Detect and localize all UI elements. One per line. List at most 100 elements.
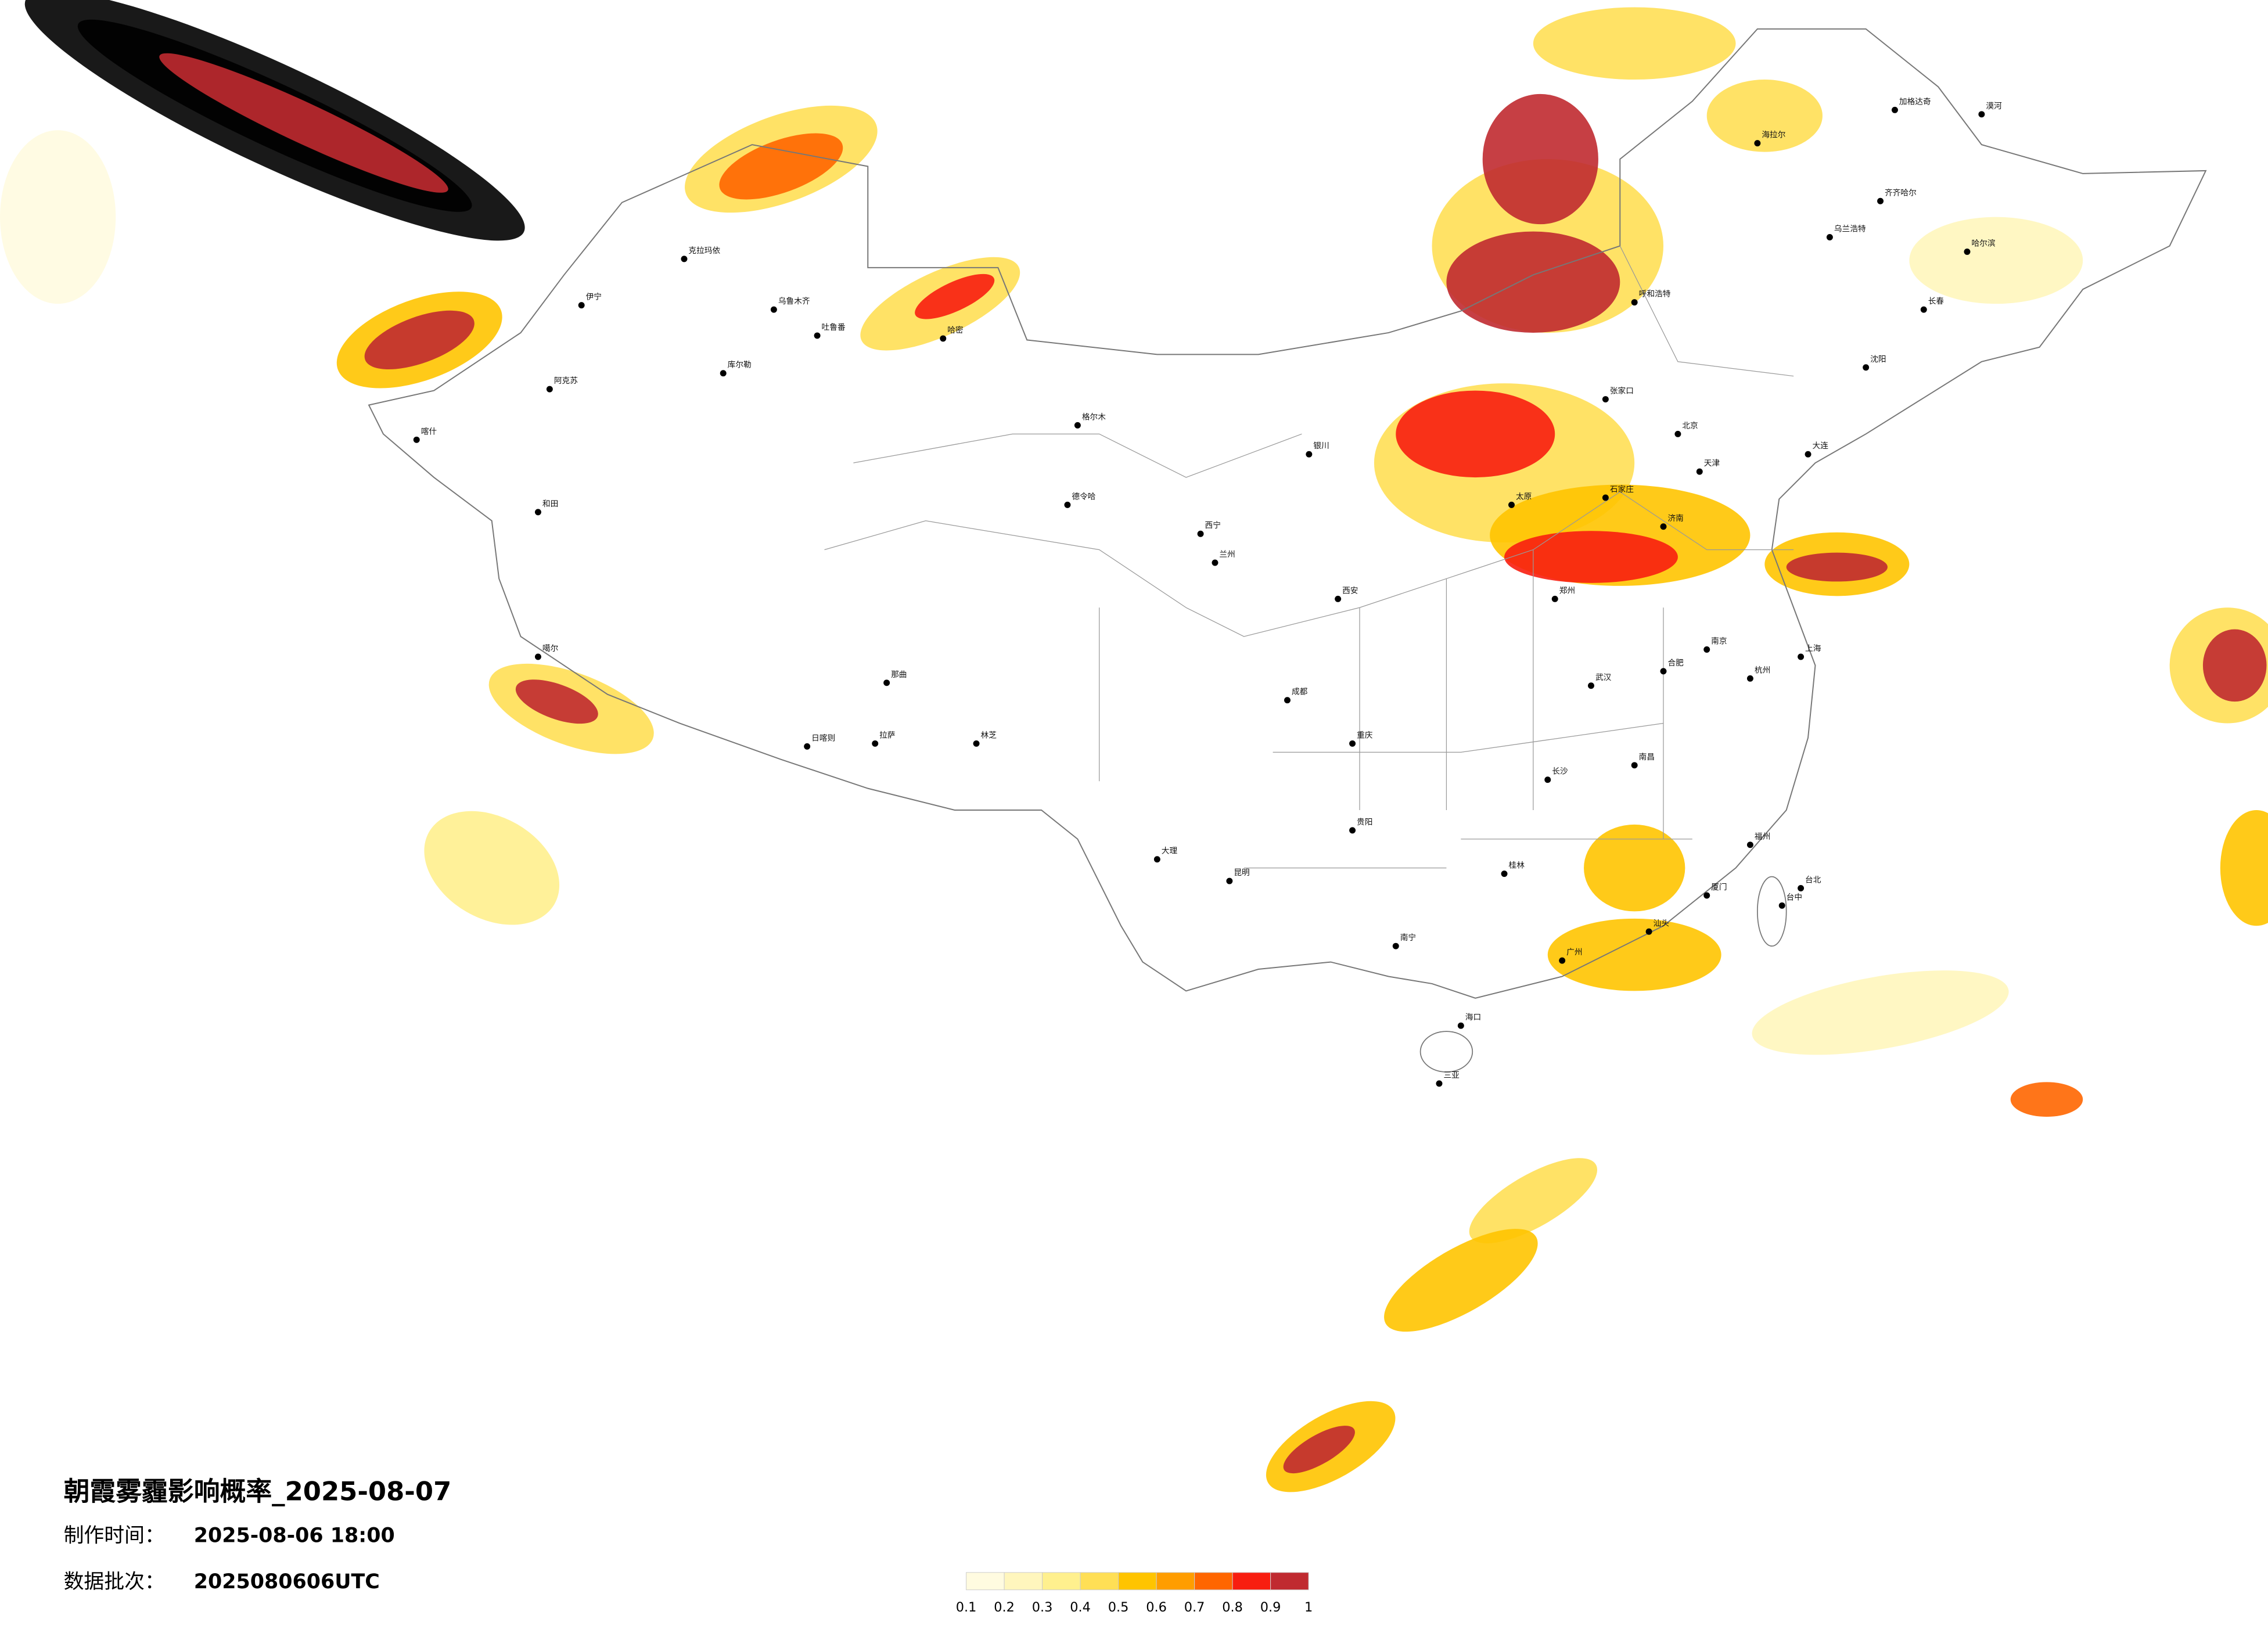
city-label: 武汉 (1595, 673, 1612, 682)
city-label: 噶尔 (542, 644, 559, 653)
haze-area (2202, 629, 2267, 702)
city-dot (1226, 877, 1233, 884)
haze-area (1504, 531, 1678, 583)
haze-area (1384, 1229, 1538, 1332)
haze-area (1786, 552, 1888, 582)
city-dot (1696, 468, 1703, 475)
colorbar-tick-label: 0.9 (1260, 1600, 1281, 1615)
batch: 2025080606UTC (194, 1570, 380, 1593)
city-label: 三亚 (1443, 1071, 1460, 1080)
city-dot (883, 679, 890, 686)
city-dot (1544, 776, 1551, 783)
city-label: 成都 (1292, 688, 1308, 697)
city-label: 上海 (1805, 644, 1821, 653)
city-label: 克拉玛依 (688, 246, 720, 256)
city-label: 台北 (1805, 876, 1821, 885)
colorbar-swatch (1232, 1572, 1271, 1591)
colorbar-swatch (1042, 1572, 1081, 1591)
colorbar-tick-label: 0.3 (1032, 1600, 1053, 1615)
city-label: 加格达奇 (1899, 96, 1931, 106)
city-label: 杭州 (1755, 665, 1770, 675)
city-dot (1392, 942, 1399, 949)
colorbar-swatch (1194, 1572, 1233, 1591)
colorbar-tick-label: 0.7 (1184, 1600, 1205, 1615)
city-label: 兰州 (1219, 550, 1235, 559)
city-dot (1703, 892, 1710, 899)
city-label: 阿克苏 (554, 376, 578, 386)
city-dot (1805, 451, 1811, 458)
city-dot (1891, 106, 1898, 113)
production-time: 2025-08-06 18:00 (194, 1524, 395, 1548)
city-label: 西安 (1342, 586, 1358, 595)
city-label: 济南 (1667, 514, 1683, 523)
city-label: 南宁 (1400, 933, 1416, 942)
city-dot (1964, 248, 1971, 255)
city-dot (1674, 430, 1681, 437)
city-label: 广州 (1566, 948, 1582, 957)
haze-area (1283, 1426, 1355, 1474)
haze-area (719, 133, 843, 200)
city-dot (1501, 870, 1508, 877)
city-dot (1153, 856, 1160, 863)
city-label: 德令哈 (1072, 492, 1095, 501)
taiwan-border (1757, 876, 1787, 947)
city-label: 大理 (1162, 847, 1178, 856)
city-label: 南京 (1711, 637, 1727, 646)
city-label: 漠河 (1986, 102, 2002, 111)
colorbar-swatch (1118, 1572, 1157, 1591)
colorbar-tick-label: 0.4 (1070, 1600, 1091, 1615)
city-label: 汕头 (1654, 919, 1669, 928)
haze-area (1752, 970, 2009, 1055)
city-label: 大连 (1813, 441, 1829, 451)
city-dot (1660, 523, 1667, 530)
city-dot (770, 306, 777, 313)
city-label: 海拉尔 (1762, 131, 1785, 140)
colorbar-tick-label: 0.1 (956, 1600, 977, 1615)
city-label: 库尔勒 (728, 361, 752, 370)
city-dot (1645, 928, 1652, 935)
city-dot (578, 302, 585, 309)
haze-area (1584, 824, 1685, 912)
city-dot (1457, 1022, 1464, 1029)
city-label: 格尔木 (1082, 412, 1106, 422)
colorbar-tick-label: 0.5 (1108, 1600, 1129, 1615)
city-label: 郑州 (1559, 586, 1575, 595)
city-label: 拉萨 (879, 731, 895, 740)
city-dot (534, 653, 541, 660)
city-dot (1877, 197, 1884, 204)
city-label: 和田 (542, 499, 558, 509)
colorbar-tick-label: 0.2 (994, 1600, 1015, 1615)
city-dot (1064, 501, 1071, 508)
city-dot (1978, 111, 1985, 118)
city-dot (1863, 364, 1870, 371)
city-label: 喀什 (421, 427, 437, 436)
hainan-border (1419, 1031, 1473, 1073)
haze-area (1547, 918, 1721, 991)
colorbar-swatch (1004, 1572, 1043, 1591)
city-dot (1631, 762, 1638, 769)
city-label: 乌兰浩特 (1834, 225, 1866, 234)
city-dot (1559, 957, 1566, 964)
haze-area (364, 310, 475, 370)
haze-area (1909, 217, 2083, 304)
city-label: 西宁 (1205, 520, 1221, 530)
city-dot (1284, 697, 1291, 704)
city-label: 银川 (1313, 441, 1329, 451)
city-dot (1602, 494, 1609, 501)
city-dot (872, 740, 879, 747)
city-dot (1551, 595, 1558, 602)
city-label: 桂林 (1509, 861, 1525, 870)
haze-area (424, 811, 560, 925)
city-dot (973, 740, 980, 747)
city-label: 沈阳 (1870, 355, 1886, 364)
map-title: 朝霞雾霾影响概率_2025-08-07 (64, 1476, 452, 1506)
haze-area (159, 53, 448, 193)
city-dot (1197, 530, 1204, 537)
city-dot (1508, 501, 1515, 508)
city-label: 张家口 (1610, 386, 1634, 396)
colorbar-swatch (1156, 1572, 1195, 1591)
province-borders (824, 246, 1794, 869)
